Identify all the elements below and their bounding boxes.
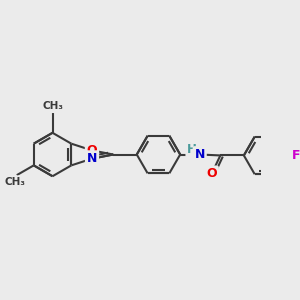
Text: F: F xyxy=(292,149,300,162)
Text: H: H xyxy=(187,142,197,156)
Text: N: N xyxy=(87,152,97,165)
Text: N: N xyxy=(194,148,205,161)
Text: O: O xyxy=(206,167,217,180)
Text: CH₃: CH₃ xyxy=(4,177,26,187)
Text: O: O xyxy=(87,144,97,157)
Text: CH₃: CH₃ xyxy=(42,101,63,112)
